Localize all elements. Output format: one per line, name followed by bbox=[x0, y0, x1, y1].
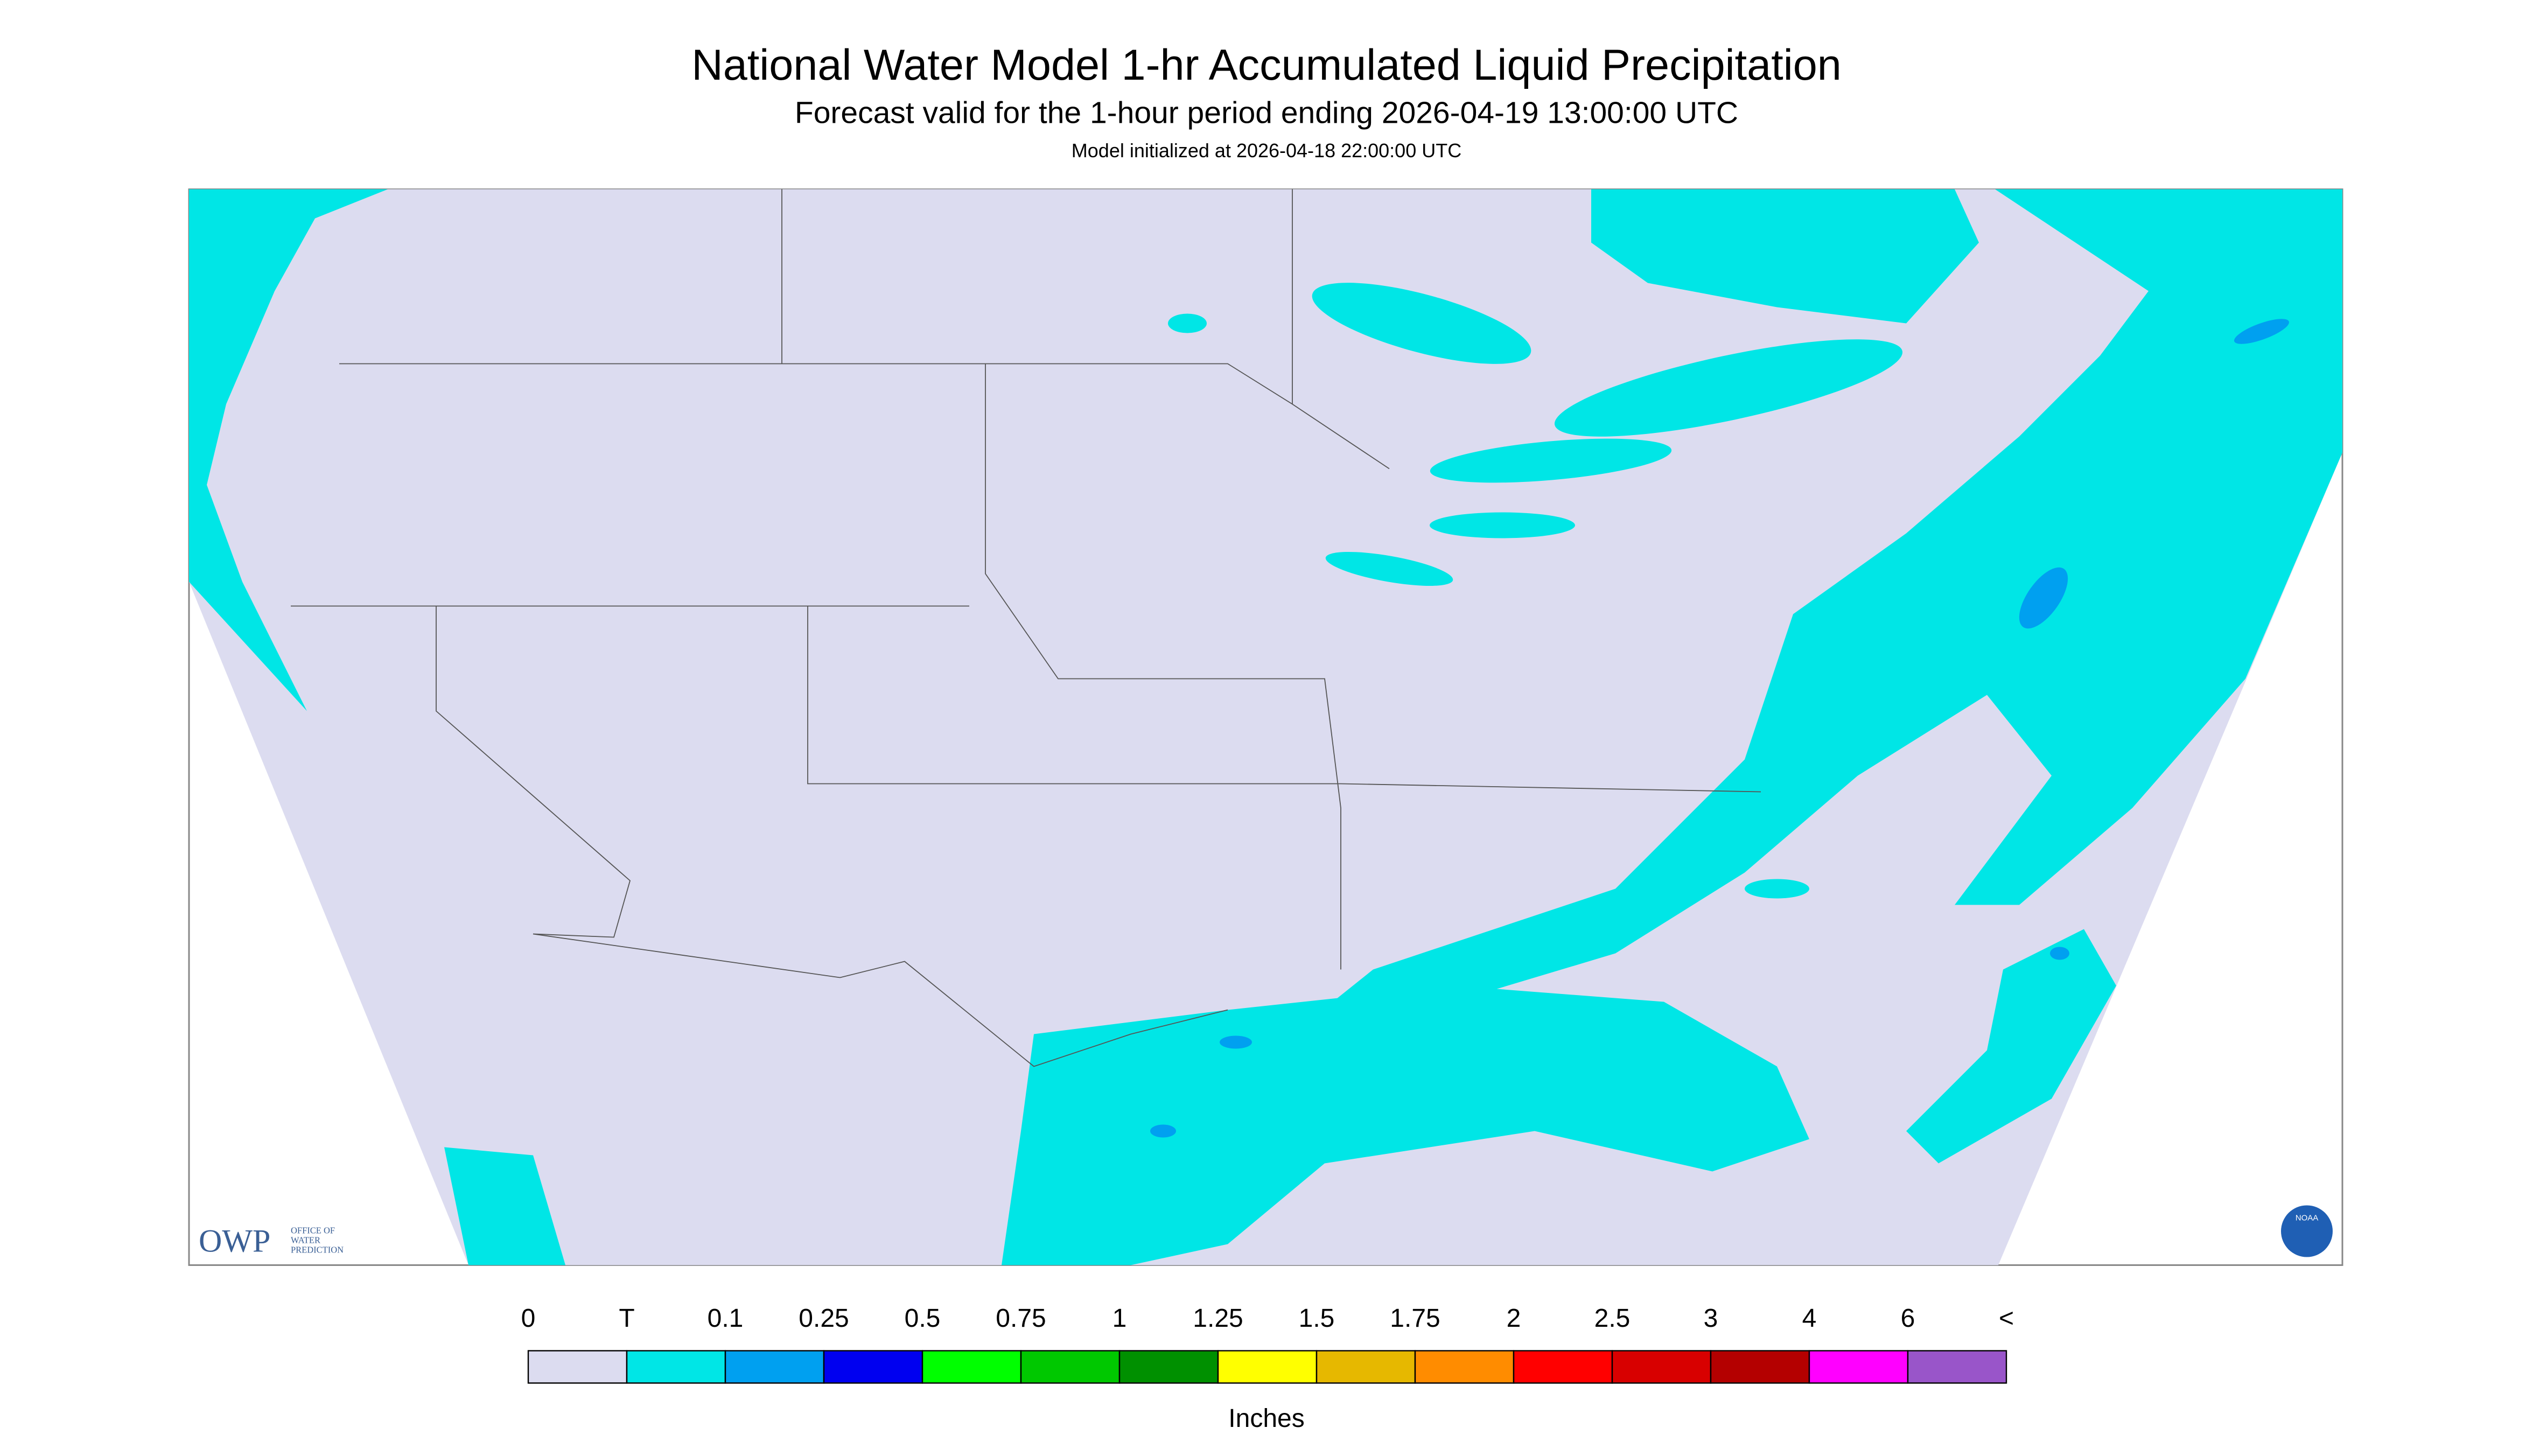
colorbar-label: 0.5 bbox=[905, 1304, 941, 1333]
noaa-logo bbox=[2281, 1205, 2333, 1257]
precip-area bbox=[1745, 879, 1809, 899]
border-line bbox=[533, 933, 1228, 1067]
colorbar-swatch bbox=[527, 1350, 628, 1384]
title: National Water Model 1-hr Accumulated Li… bbox=[691, 41, 1842, 89]
colorbar-label: 6 bbox=[1901, 1304, 1915, 1333]
colorbar: 0 T 0.1 0.25 0.5 0.75 1 1.25 1.5 1.75 2 2.5 3 4 6 < bbox=[521, 1304, 2014, 1384]
colorbar-swatch bbox=[724, 1350, 825, 1384]
colorbar-label: 0.75 bbox=[996, 1304, 1046, 1333]
precip-area bbox=[1906, 929, 2116, 1164]
precip-area bbox=[1292, 189, 2342, 1034]
precip-trace bbox=[189, 189, 2342, 1265]
precip-area bbox=[1220, 1035, 1252, 1049]
colorbar-label: T bbox=[619, 1304, 634, 1333]
colorbar-swatch bbox=[1611, 1350, 1712, 1384]
colorbar-label: 3 bbox=[1704, 1304, 1718, 1333]
colorbar-label: 1.75 bbox=[1390, 1304, 1440, 1333]
precip-area bbox=[444, 1147, 565, 1265]
precip-area bbox=[2234, 319, 2290, 344]
owp-logo-line: WATER bbox=[291, 1235, 320, 1245]
owp-logo: OWP bbox=[199, 1223, 270, 1258]
border-line bbox=[985, 363, 1341, 970]
precip-area bbox=[1002, 985, 1809, 1265]
colorbar-unit: Inches bbox=[1228, 1404, 1304, 1433]
precip-area bbox=[1430, 438, 1672, 483]
colorbar-label: 1 bbox=[1112, 1304, 1127, 1333]
precip-light bbox=[1150, 319, 2290, 1138]
colorbar-label: 2 bbox=[1507, 1304, 1521, 1333]
model-domain bbox=[189, 189, 2342, 1265]
colorbar-swatch bbox=[921, 1350, 1022, 1384]
precip-area bbox=[1591, 189, 1979, 324]
init-time: Model initialized at 2026-04-18 22:00:00… bbox=[1072, 139, 1461, 162]
colorbar-swatch bbox=[1316, 1350, 1416, 1384]
colorbar-swatch bbox=[626, 1350, 726, 1384]
colorbar-swatch bbox=[1710, 1350, 1810, 1384]
precip-area bbox=[1325, 551, 1453, 586]
colorbar-label: 1.25 bbox=[1193, 1304, 1243, 1333]
precip-area bbox=[189, 189, 388, 711]
owp-logo-line: OFFICE OF bbox=[291, 1225, 335, 1235]
precip-area bbox=[1554, 339, 1903, 437]
subtitle: Forecast valid for the 1-hour period end… bbox=[795, 96, 1738, 130]
owp-logo-line: PREDICTION bbox=[291, 1244, 344, 1255]
precip-area bbox=[2050, 947, 2069, 960]
colorbar-label: 4 bbox=[1802, 1304, 1817, 1333]
colorbar-swatch bbox=[1217, 1350, 1318, 1384]
colorbar-label: 0.25 bbox=[799, 1304, 849, 1333]
colorbar-label: < bbox=[1999, 1304, 2014, 1333]
colorbar-swatch bbox=[1020, 1350, 1121, 1384]
colorbar-swatch bbox=[823, 1350, 923, 1384]
colorbar-swatch bbox=[1118, 1350, 1219, 1384]
borders bbox=[291, 189, 1761, 1067]
noaa-logo-text: NOAA bbox=[2296, 1213, 2319, 1222]
colorbar-swatch bbox=[1808, 1350, 1909, 1384]
colorbar-label: 2.5 bbox=[1594, 1304, 1631, 1333]
colorbar-label: 1.5 bbox=[1299, 1304, 1335, 1333]
precip-area bbox=[1168, 313, 1207, 333]
border-line bbox=[436, 606, 631, 938]
border-line bbox=[807, 606, 1761, 793]
precip-area bbox=[2019, 567, 2068, 629]
precip-area bbox=[1150, 1124, 1176, 1138]
colorbar-swatch bbox=[1907, 1350, 2007, 1384]
colorbar-swatch bbox=[1513, 1350, 1613, 1384]
precip-area bbox=[1312, 283, 1531, 364]
precip-area bbox=[1430, 512, 1575, 538]
colorbar-swatch bbox=[1414, 1350, 1515, 1384]
colorbar-label: 0.1 bbox=[708, 1304, 744, 1333]
colorbar-label: 0 bbox=[521, 1304, 536, 1333]
border-line bbox=[339, 363, 1390, 470]
